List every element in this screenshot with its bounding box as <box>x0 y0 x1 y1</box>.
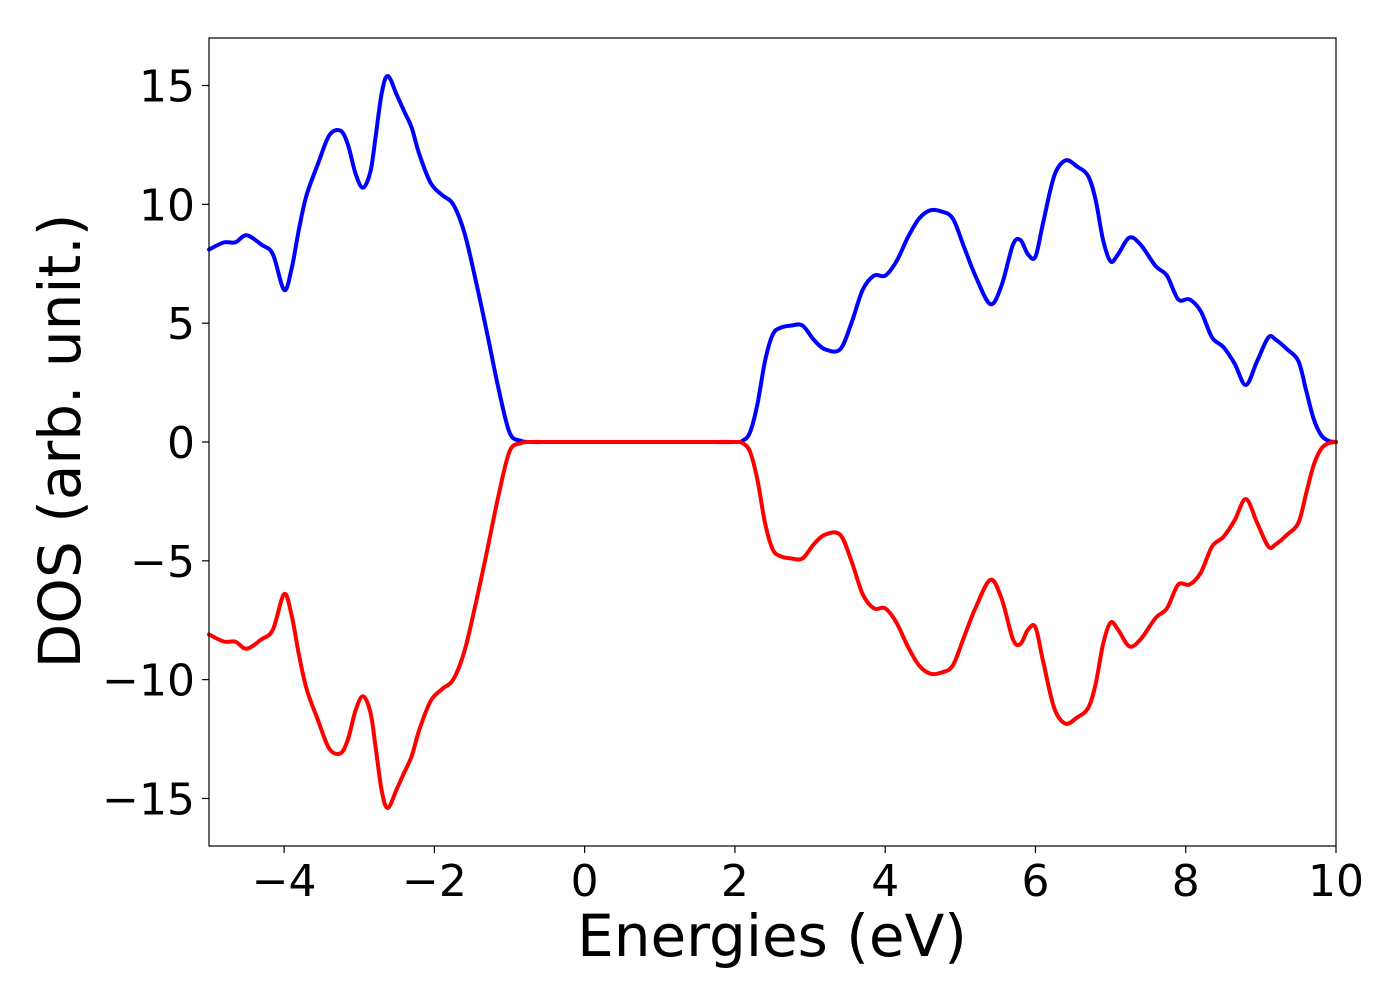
plot-area <box>207 74 1338 810</box>
x-axis-ticks: −4 −2 0 2 4 6 8 10 <box>252 846 1364 907</box>
x-tick-label: −4 <box>252 856 317 907</box>
x-tick-label: 4 <box>871 856 899 907</box>
y-tick-label: 5 <box>167 299 195 350</box>
y-tick-label: −5 <box>130 537 195 588</box>
y-tick-label: 10 <box>139 180 195 231</box>
series-line-0 <box>207 74 1338 445</box>
x-axis-label: Energies (eV) <box>577 902 967 970</box>
y-axis-ticks: 15 10 5 0 −5 −10 −15 <box>102 62 209 825</box>
x-tick-label: −2 <box>402 856 467 907</box>
y-tick-label: −10 <box>102 656 195 707</box>
x-tick-label: 8 <box>1172 856 1200 907</box>
y-tick-label: 15 <box>139 62 195 113</box>
y-tick-label: −15 <box>102 774 195 825</box>
y-axis-label: DOS (arb. unit.) <box>26 214 94 669</box>
x-tick-label: 10 <box>1308 856 1364 907</box>
x-tick-label: 0 <box>571 856 599 907</box>
x-tick-label: 6 <box>1021 856 1049 907</box>
series-line-1 <box>207 439 1338 810</box>
y-tick-label: 0 <box>167 418 195 469</box>
x-tick-label: 2 <box>721 856 749 907</box>
